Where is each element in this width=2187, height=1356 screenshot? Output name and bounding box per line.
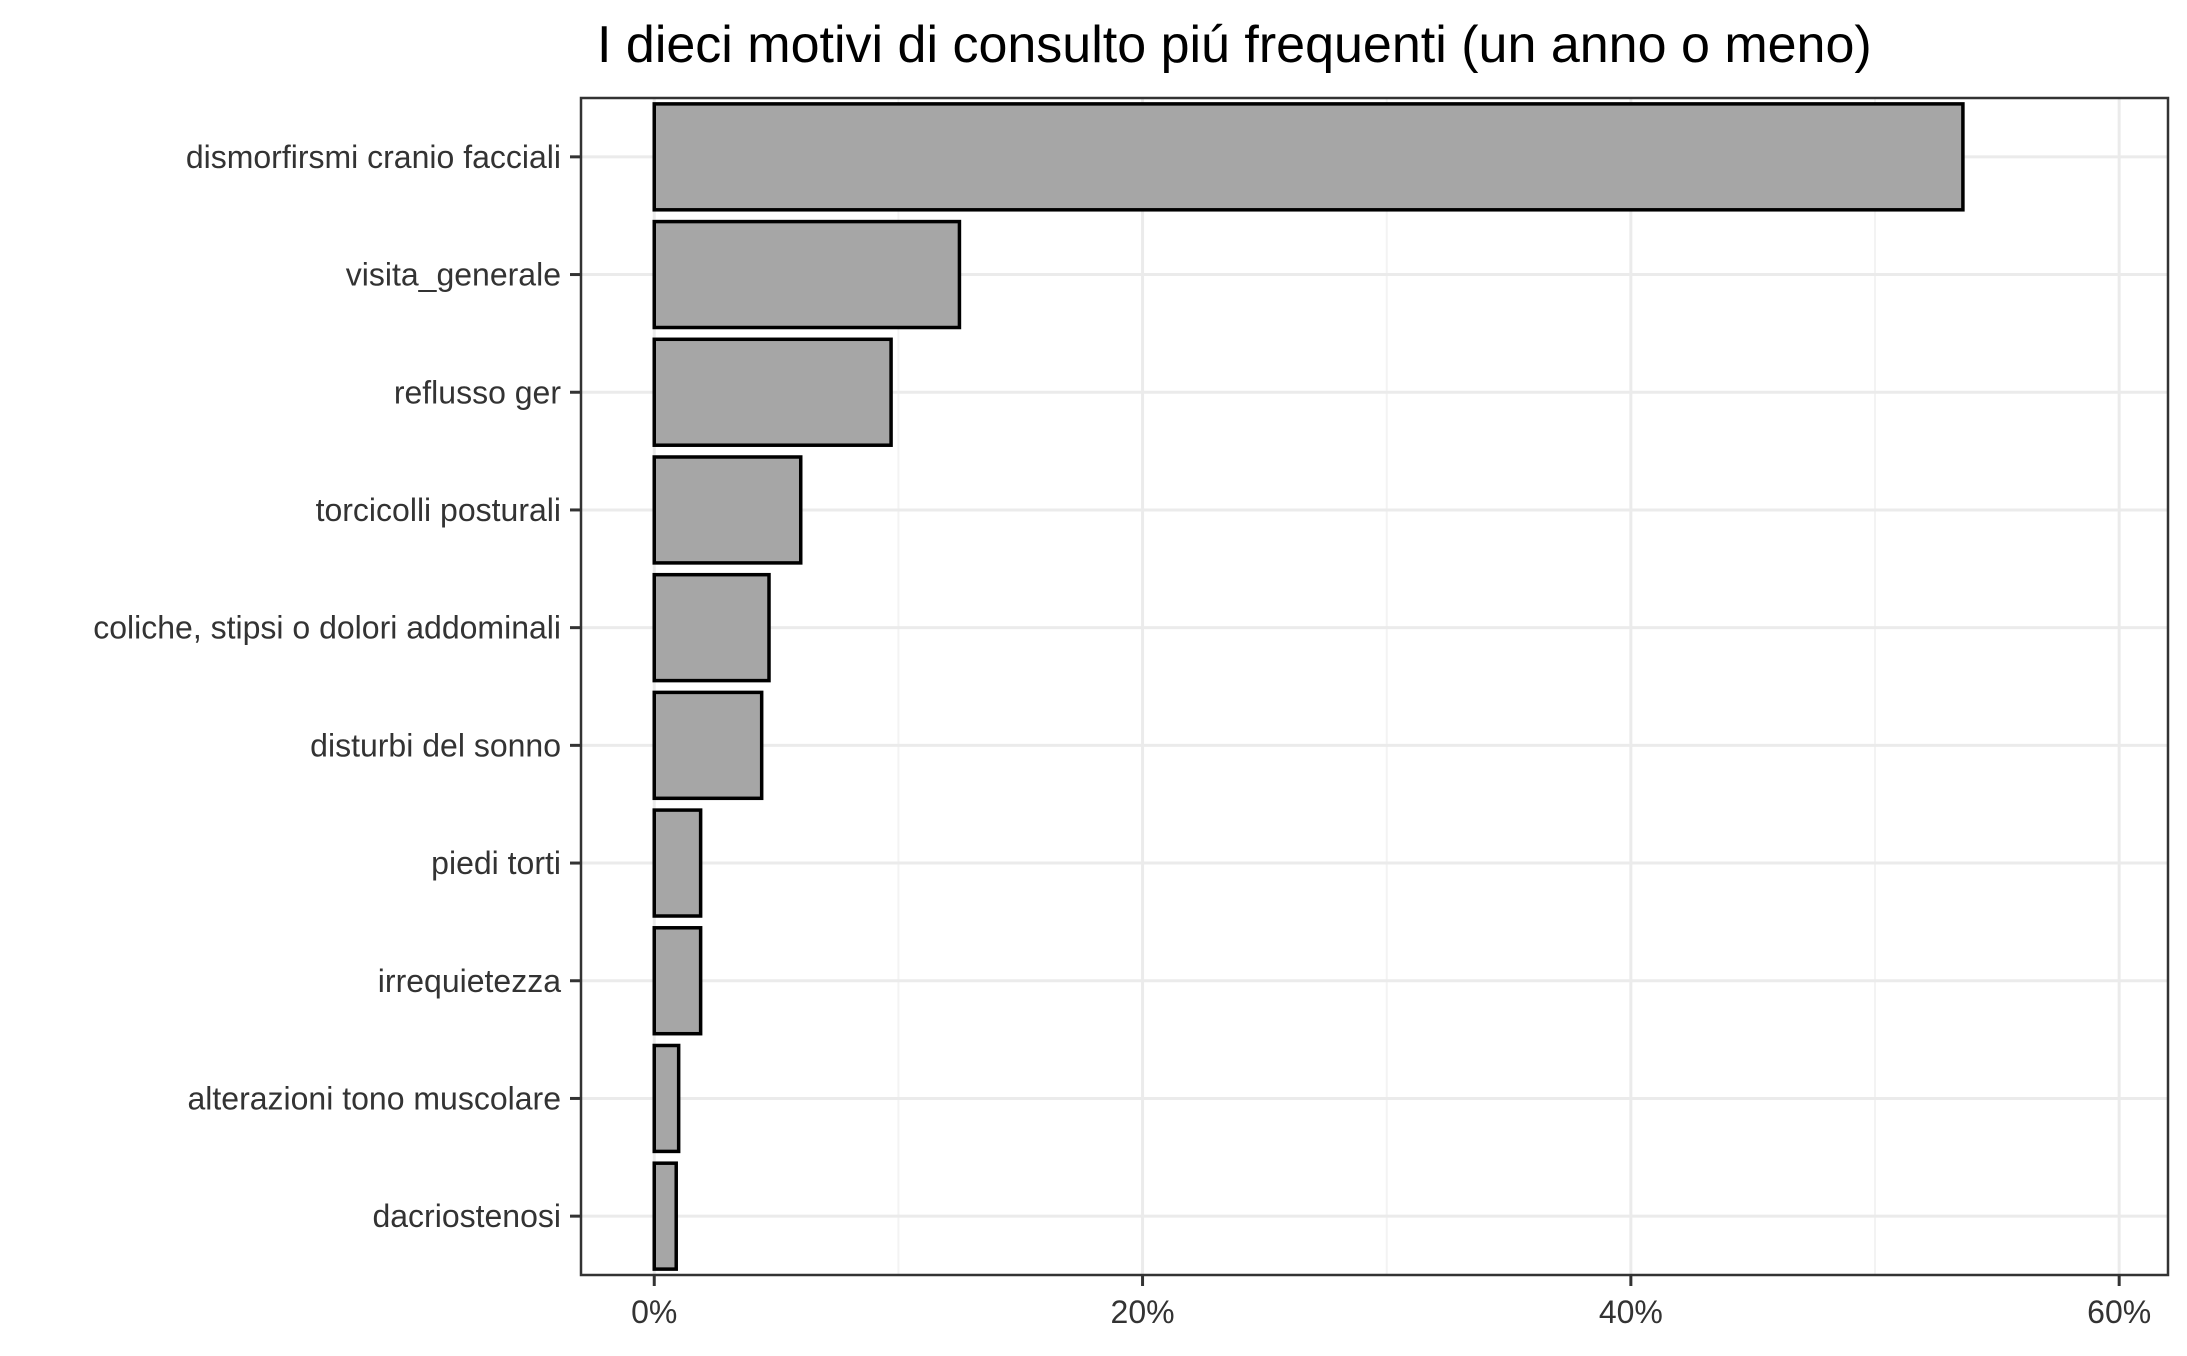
bar (652, 1043, 681, 1154)
bars (652, 102, 1965, 1271)
category-label: coliche, stipsi o dolori addominali (93, 610, 561, 646)
category-label: visita_generale (346, 257, 561, 293)
category-label: dismorfirsmi cranio facciali (186, 139, 561, 175)
bar (652, 455, 803, 565)
x-tick-label: 60% (2087, 1294, 2151, 1330)
bar (652, 926, 703, 1036)
x-tick-label: 40% (1599, 1294, 1663, 1330)
category-label: piedi torti (431, 845, 561, 881)
x-tick-label: 20% (1111, 1294, 1175, 1330)
category-label: irrequietezza (378, 963, 561, 999)
category-label: torcicolli posturali (316, 492, 561, 528)
chart-title: I dieci motivi di consulto piú frequenti… (597, 16, 1872, 74)
category-axis: dismorfirsmi cranio facciali visita_gener… (93, 139, 581, 1234)
x-tick-label: 0% (631, 1294, 677, 1330)
category-label: dacriostenosi (372, 1198, 561, 1234)
bar (652, 572, 771, 683)
bar (652, 690, 764, 801)
bar (652, 1161, 678, 1271)
bar (652, 808, 703, 918)
value-axis: 0% 20% 40% 60% (631, 1275, 2151, 1330)
panel-border (579, 96, 2170, 1277)
category-label: reflusso ger (394, 374, 562, 410)
bar (652, 219, 962, 330)
bar (652, 102, 1965, 212)
category-label: disturbi del sonno (310, 727, 561, 763)
category-label: alterazioni tono muscolare (187, 1080, 561, 1116)
bar (652, 337, 893, 447)
